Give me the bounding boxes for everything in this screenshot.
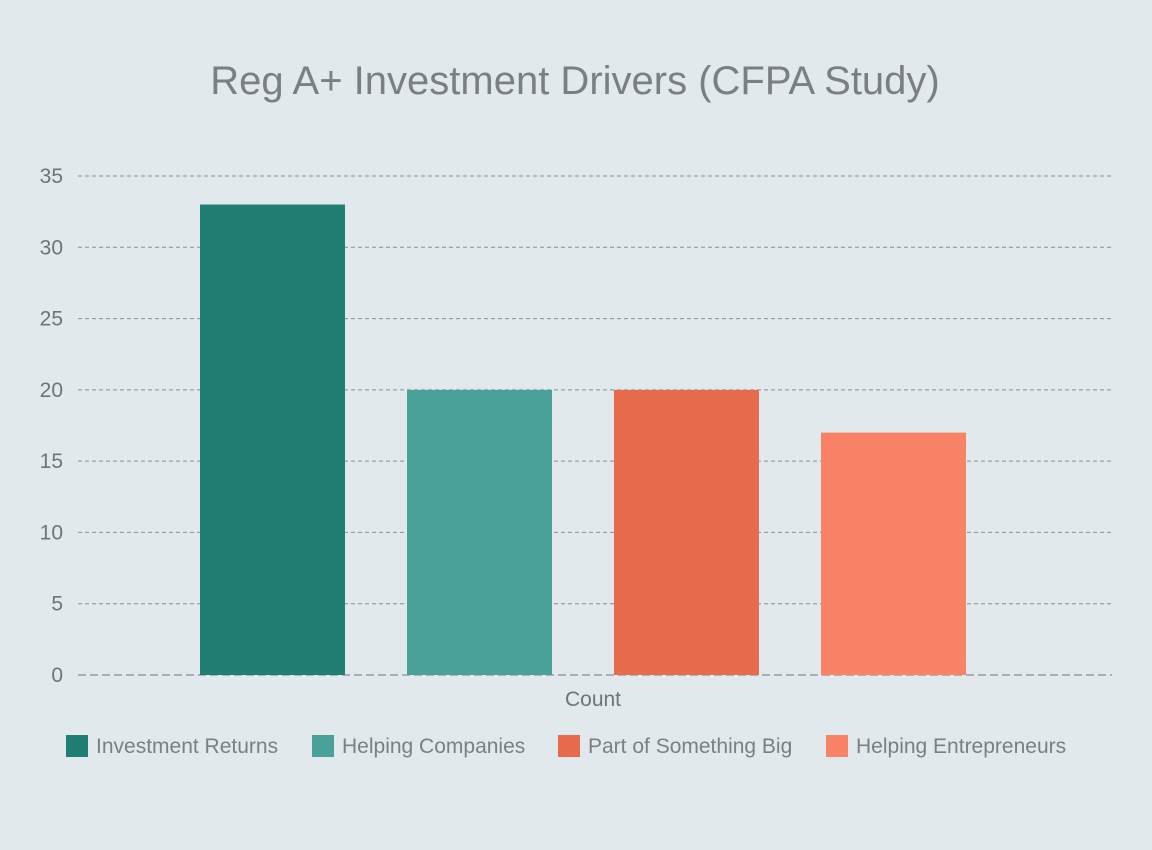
y-tick-label: 25	[40, 308, 63, 331]
y-tick-label: 0	[51, 664, 63, 687]
legend-label: Helping Entrepreneurs	[856, 735, 1066, 758]
legend-swatch	[558, 735, 580, 757]
y-axis: 0 5 10 15 20 25 30 35	[40, 165, 63, 687]
bar-part-of-something-big[interactable]	[614, 389, 759, 675]
y-tick-label: 10	[40, 521, 63, 544]
legend: Investment Returns Helping Companies Part …	[66, 735, 1066, 758]
legend-label: Part of Something Big	[588, 735, 792, 758]
legend-label: Investment Returns	[96, 735, 278, 758]
bar-helping-entrepreneurs[interactable]	[821, 432, 966, 675]
legend-item[interactable]: Helping Companies	[312, 735, 525, 758]
legend-label: Helping Companies	[342, 735, 525, 758]
legend-swatch	[66, 735, 88, 757]
y-tick-label: 30	[40, 236, 63, 259]
legend-item[interactable]: Part of Something Big	[558, 735, 792, 758]
chart-title: Reg A+ Investment Drivers (CFPA Study)	[210, 59, 940, 103]
legend-swatch	[312, 735, 334, 757]
y-tick-label: 5	[51, 593, 63, 616]
legend-swatch	[826, 735, 848, 757]
bars	[200, 204, 966, 675]
x-axis-label: Count	[565, 688, 621, 711]
legend-item[interactable]: Investment Returns	[66, 735, 278, 758]
bar-helping-companies[interactable]	[407, 389, 552, 675]
y-tick-label: 15	[40, 450, 63, 473]
bar-investment-returns[interactable]	[200, 204, 345, 675]
y-tick-label: 35	[40, 165, 63, 188]
legend-item[interactable]: Helping Entrepreneurs	[826, 735, 1066, 758]
y-tick-label: 20	[40, 379, 63, 402]
